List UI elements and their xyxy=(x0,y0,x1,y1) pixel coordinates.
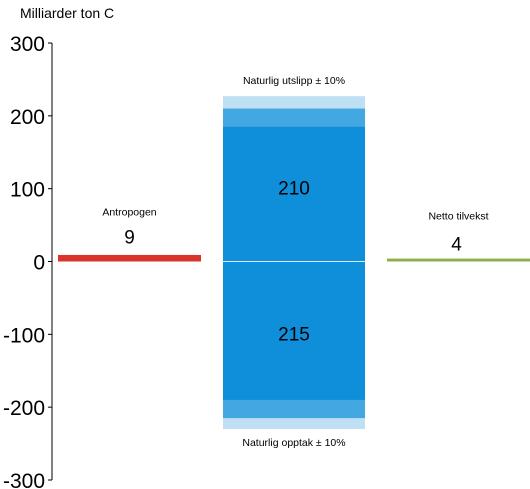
natural-flux-column: 210 215 Naturlig utslipp ± 10% Naturlig … xyxy=(223,75,365,449)
netto-tilvekst-label: Netto tilvekst xyxy=(428,211,488,223)
y-tick-label: -300 xyxy=(3,470,45,489)
y-tick-label: 100 xyxy=(10,179,45,202)
natural-emission-bar xyxy=(223,126,365,262)
natural-emission-label: Naturlig utslipp ± 10% xyxy=(243,75,345,87)
netto-tilvekst-column: Netto tilvekst 4 xyxy=(387,211,530,262)
y-tick-label: 200 xyxy=(10,106,45,129)
natural-emission-value: 210 xyxy=(278,179,310,200)
y-tick-label: 0 xyxy=(33,252,45,275)
natural-uptake-label: Naturlig opptak ± 10% xyxy=(242,437,345,449)
natural-uptake-value: 215 xyxy=(278,324,310,345)
antropogen-value: 9 xyxy=(124,228,135,249)
netto-tilvekst-value: 4 xyxy=(451,235,462,256)
y-tick-label: 300 xyxy=(10,33,45,56)
antropogen-label: Antropogen xyxy=(102,207,156,219)
netto-tilvekst-bar xyxy=(387,258,530,262)
natural-uptake-bar xyxy=(223,261,365,400)
y-axis: 300 200 100 0 -100 -200 -300 xyxy=(3,33,53,489)
antropogen-bar xyxy=(58,254,201,262)
y-tick-label: -200 xyxy=(3,397,45,420)
y-tick-label: -100 xyxy=(3,324,45,347)
unit-label: Milliarder ton C xyxy=(20,5,114,21)
antropogen-column: Antropogen 9 xyxy=(58,207,201,262)
